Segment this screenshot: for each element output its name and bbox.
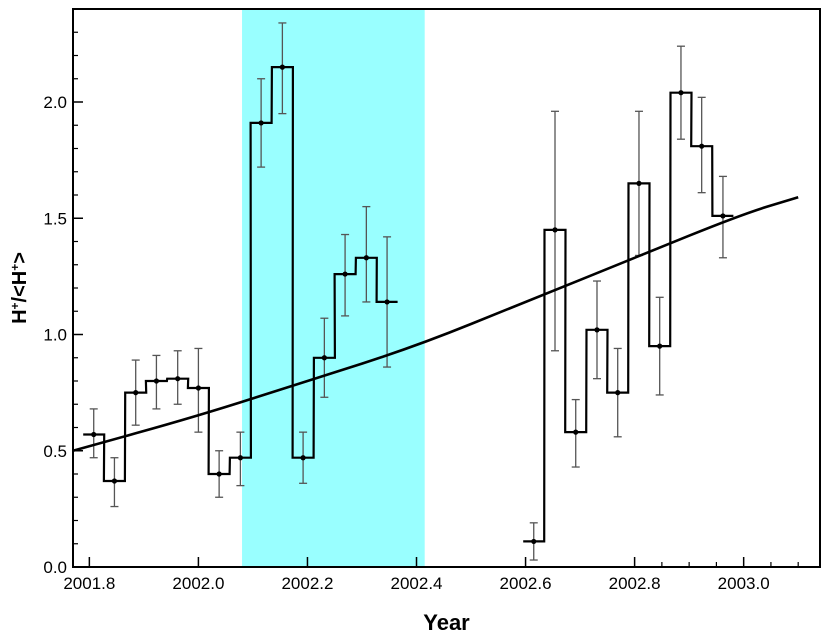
data-point [91,431,97,438]
data-point [699,143,705,149]
fit-curve-line [72,196,799,453]
highlight-band [242,9,425,567]
data-point [237,455,243,461]
data-point [531,538,537,545]
x-tick-label: 2002.8 [609,574,661,593]
x-tick-label: 2002.4 [391,574,443,593]
data-point [195,385,202,391]
plot-frame [72,8,821,568]
x-tick-label: 2002.6 [500,574,552,593]
data-point [300,455,306,461]
x-tick-label: 2002.0 [172,574,224,593]
data-point [216,471,222,477]
x-tick-label: 2001.8 [63,574,115,593]
data-point [573,429,579,435]
y-tick-label: 2.0 [43,93,67,112]
y-tick-label: 0.0 [43,558,67,577]
y-axis-title: H+/<H+> [8,252,31,324]
data-point [133,390,139,396]
data-point [258,120,264,126]
data-point [363,255,369,261]
data-point [342,271,348,277]
data-point [279,64,285,70]
data-point [321,355,327,361]
x-tick-label: 2003.0 [718,574,770,593]
data-point [720,213,726,219]
data-point [594,327,600,333]
data-point [615,390,621,396]
data-point [552,227,558,233]
data-point [657,343,663,349]
data-point [111,478,118,484]
y-tick-label: 1.0 [43,326,67,345]
data-point [636,180,642,186]
data-point [175,376,181,382]
y-tick-label: 0.5 [43,442,67,461]
x-axis-ticks: 2001.8 2002.0 2002.2 2002.4 2002.6 2002.8 2003… [63,557,799,593]
x-tick-label: 2002.2 [281,574,333,593]
y-tick-label: 1.5 [43,209,67,228]
data-points [91,64,726,545]
data-point [153,378,160,384]
y-axis-ticks: 0.0 0.5 1.0 1.5 2.0 [43,31,83,577]
data-point [678,90,684,96]
data-point [384,299,390,305]
plot-area [72,22,799,561]
x-axis-title: Year [423,610,470,635]
